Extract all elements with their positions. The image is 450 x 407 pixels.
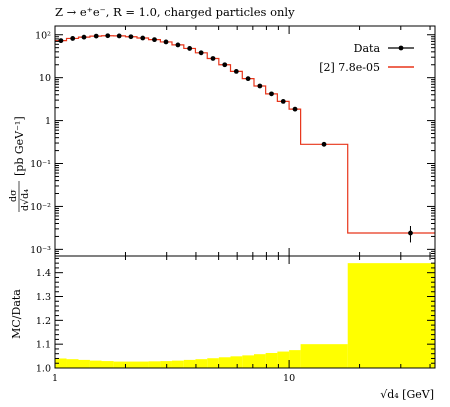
ratio-frame <box>54 255 436 369</box>
ratio-tick-label: 1.3 <box>36 292 51 303</box>
ratio-band-bin <box>160 361 172 368</box>
ratio-band-bin <box>66 359 79 368</box>
ratio-tick-label: 1.1 <box>36 340 51 351</box>
data-point <box>163 39 169 45</box>
ratio-band-bin <box>171 360 184 368</box>
ratio-band-bin <box>195 359 208 368</box>
y-axis-title-main-unit: [pb GeV⁻¹] <box>13 116 26 176</box>
data-point <box>187 46 193 51</box>
data-point <box>257 83 263 89</box>
x-tick-label: 1 <box>52 373 58 384</box>
data-point <box>222 62 228 68</box>
data-point <box>81 34 87 40</box>
legend-swatch-data-point <box>398 45 404 51</box>
data-point <box>105 33 111 39</box>
data-point <box>210 56 216 61</box>
ratio-tick-label: 1.2 <box>36 316 51 327</box>
plot-title: Z → e⁺e⁻, R = 1.0, charged particles onl… <box>55 5 295 19</box>
data-point <box>175 42 181 48</box>
ratio-band-bin <box>55 358 67 368</box>
ratio-band-bin <box>277 351 290 368</box>
data-point <box>128 34 134 40</box>
data-point <box>70 36 76 41</box>
data-point <box>233 69 239 74</box>
y-axis-title-ratio: MC/Data <box>10 289 23 339</box>
y-tick-label: 10⁻³ <box>30 245 51 256</box>
y-tick-label: 10⁻² <box>30 202 51 213</box>
ratio-band-bin <box>289 350 301 368</box>
ratio-band-bin <box>101 361 114 368</box>
data-point <box>321 141 327 147</box>
data-point <box>408 230 413 236</box>
ratio-band-bin <box>148 361 161 368</box>
ratio-band-bin <box>89 360 102 368</box>
y-axis-title-main: dσ d√d₄ [pb GeV⁻¹] <box>8 116 31 212</box>
ratio-band-bin <box>218 357 231 368</box>
y-tick-label: 10² <box>35 30 51 41</box>
axes: 1 10 10⁻³ 10⁻² 10⁻¹ 1 10 10² 1.0 1.1 1.2 1.3 1.4 <box>30 25 436 384</box>
data-point <box>198 50 204 56</box>
ratio-tick-label: 1.0 <box>36 364 51 375</box>
ratio-band-bin <box>265 352 278 368</box>
main-panel-marks <box>55 33 435 243</box>
data-point <box>280 99 286 104</box>
y-axis-title-main-frac-den: d√d₄ <box>20 189 31 211</box>
y-tick-label: 10 <box>39 73 51 84</box>
ratio-band-bin <box>207 358 219 368</box>
ratio-band-bin <box>125 361 137 368</box>
y-tick-label: 1 <box>45 116 51 127</box>
data-point <box>93 33 99 39</box>
ratio-band-bin <box>253 354 266 368</box>
ratio-band-bin <box>113 361 126 368</box>
legend-label-mc: [2] 7.8e-05 <box>319 61 380 74</box>
ratio-band-bin <box>183 359 196 368</box>
main-panel-background <box>55 26 435 256</box>
ratio-band-bin <box>78 359 90 368</box>
x-axis-title: √d₄ [GeV] <box>380 388 434 401</box>
ratio-band-bin <box>347 263 435 368</box>
data-point <box>245 76 251 82</box>
ratio-band-bin <box>136 361 149 368</box>
y-axis-title-main-frac-num: dσ <box>8 189 19 202</box>
ratio-band-bin <box>300 344 348 368</box>
ratio-band-bin <box>242 355 254 368</box>
data-point <box>152 37 157 43</box>
data-point <box>140 35 146 41</box>
y-tick-label: 10⁻¹ <box>30 159 51 170</box>
ratio-tick-label: 1.4 <box>36 268 51 279</box>
ratio-band-bin <box>230 356 243 368</box>
data-point <box>269 91 274 97</box>
data-point <box>116 33 122 39</box>
data-point <box>292 106 298 112</box>
data-point <box>58 38 64 44</box>
legend: Data [2] 7.8e-05 <box>319 42 414 74</box>
main-plot-area <box>55 26 435 256</box>
ratio-panel-marks <box>55 263 435 368</box>
legend-label-data: Data <box>354 42 381 55</box>
x-tick-label: 10 <box>283 373 295 384</box>
